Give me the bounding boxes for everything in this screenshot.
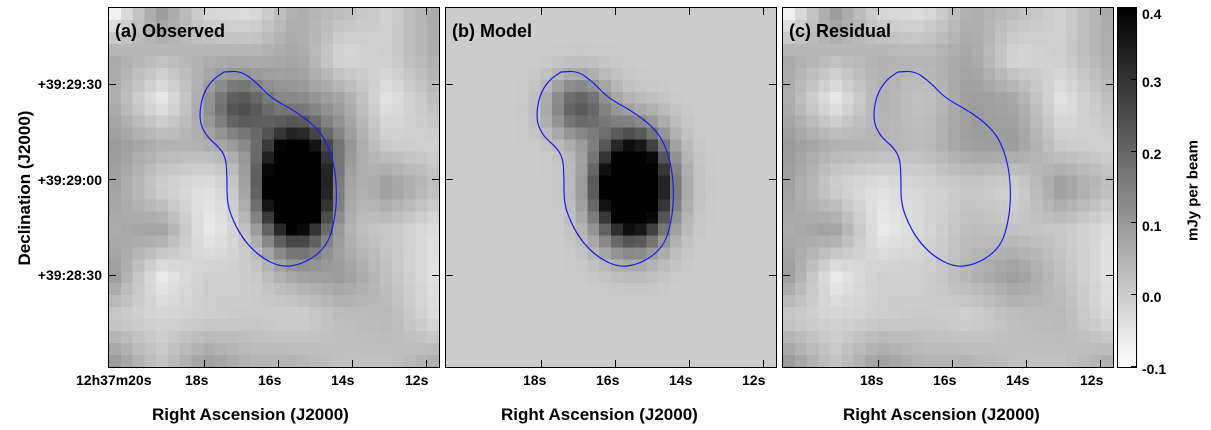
colorbar-tick-mark [1131,366,1137,367]
x-tick-label: 18s [860,372,884,388]
colorbar-tick-mark [1131,78,1137,80]
x-tick-mark [352,360,353,368]
x-tick-mark [878,360,879,368]
colorbar-tick-label: 0.0 [1142,289,1162,305]
y-tick-mark [782,84,790,85]
panel-model: (b) Model [445,7,777,368]
y-tick-mark [1106,179,1114,180]
x-tick-mark [952,360,953,368]
colorbar [1117,7,1137,368]
y-tick-mark [782,275,790,276]
y-tick-mark [445,179,453,180]
colorbar-tick-mark [1131,7,1137,8]
y-tick-mark [1106,275,1114,276]
y-tick-label: +39:29:30 [37,76,102,92]
x-tick-mark [763,7,764,15]
x-tick-mark [1026,7,1027,15]
y-tick-mark [769,179,777,180]
x-tick-mark [689,7,690,15]
x-tick-label: 12s [405,372,429,388]
x-tick-label: 14s [1006,372,1030,388]
y-tick-mark [769,275,777,276]
x-tick-label: 18s [523,372,547,388]
y-tick-label: +39:28:30 [37,267,102,283]
x-tick-label: 14s [669,372,693,388]
y-tick-mark [108,275,116,276]
x-tick-mark [1026,360,1027,368]
colorbar-title: mJy per beam [1184,140,1202,241]
x-tick-mark [615,7,616,15]
x-tick-label: 14s [331,372,355,388]
contour-model [536,70,674,267]
x-tick-mark [615,360,616,368]
x-tick-mark [278,360,279,368]
x-tick-mark [952,7,953,15]
x-tick-mark [204,7,205,15]
x-axis-title: Right Ascension (J2000) [501,405,698,424]
y-tick-label: +39:29:00 [37,172,102,188]
x-tick-label: 16s [596,372,620,388]
x-tick-label: 12s [1080,372,1104,388]
x-tick-mark [689,360,690,368]
y-tick-mark [1106,84,1114,85]
x-tick-label: 18s [185,372,209,388]
image-observed [109,8,439,367]
x-tick-mark [426,360,427,368]
x-tick-label: 16s [258,372,282,388]
contour-residual [873,70,1011,267]
y-tick-mark [108,84,116,85]
panel-title: (c) Residual [789,21,892,41]
y-tick-mark [432,275,440,276]
y-tick-mark [432,84,440,85]
colorbar-tick-label: 0.3 [1142,74,1162,90]
x-tick-mark [878,7,879,15]
colorbar-tick-label: 0.4 [1142,6,1162,22]
panel-title: (b) Model [452,21,532,41]
y-tick-mark [432,179,440,180]
x-tick-mark [763,360,764,368]
panel-observed: (a) Observed [108,7,440,368]
x-axis-title: Right Ascension (J2000) [152,405,349,424]
panel-residual: (c) Residual [782,7,1114,368]
x-tick-mark [352,7,353,15]
x-tick-label: 12s [742,372,766,388]
y-tick-mark [445,275,453,276]
x-tick-mark [278,7,279,15]
x-tick-label: 16s [933,372,957,388]
x-tick-mark [204,360,205,368]
image-model [446,8,776,367]
y-tick-mark [108,179,116,180]
colorbar-tick-label: 0.2 [1142,146,1162,162]
x-tick-mark [1100,7,1101,15]
contour-observed [199,70,337,267]
colorbar-tick-mark [1131,222,1137,224]
x-tick-mark [541,360,542,368]
x-tick-mark [541,7,542,15]
colorbar-tick-label: 0.1 [1142,218,1162,234]
y-tick-mark [782,179,790,180]
panel-title: (a) Observed [115,21,226,41]
colorbar-tick-label: -0.1 [1142,361,1167,377]
x-axis-title: Right Ascension (J2000) [843,405,1040,424]
y-axis-title: Declination (J2000) [15,110,34,266]
y-tick-mark [445,84,453,85]
x-tick-mark [1100,360,1101,368]
y-tick-mark [769,84,777,85]
colorbar-tick-mark [1131,150,1137,152]
colorbar-tick-mark [1131,294,1137,296]
x-tick-label: 12h37m20s [76,372,152,388]
x-tick-mark [426,7,427,15]
image-residual [783,8,1113,367]
